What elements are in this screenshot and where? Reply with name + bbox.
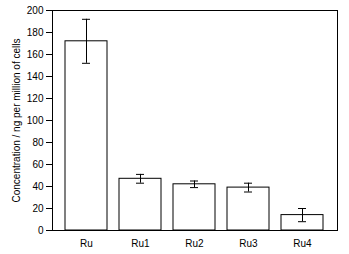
svg-text:200: 200 <box>27 5 44 16</box>
svg-text:60: 60 <box>32 159 44 170</box>
svg-text:180: 180 <box>27 27 44 38</box>
svg-text:80: 80 <box>32 137 44 148</box>
svg-text:Ru: Ru <box>80 238 93 249</box>
svg-text:Ru2: Ru2 <box>185 238 204 249</box>
svg-text:160: 160 <box>27 49 44 60</box>
svg-text:120: 120 <box>27 93 44 104</box>
svg-text:Ru3: Ru3 <box>239 238 258 249</box>
svg-text:140: 140 <box>27 71 44 82</box>
svg-text:20: 20 <box>32 203 44 214</box>
svg-text:40: 40 <box>32 181 44 192</box>
svg-text:100: 100 <box>27 115 44 126</box>
svg-text:Ru1: Ru1 <box>131 238 150 249</box>
svg-text:Ru4: Ru4 <box>293 238 312 249</box>
svg-text:0: 0 <box>38 225 44 236</box>
svg-text:Concentration / ng per million: Concentration / ng per million of cells <box>11 39 22 203</box>
